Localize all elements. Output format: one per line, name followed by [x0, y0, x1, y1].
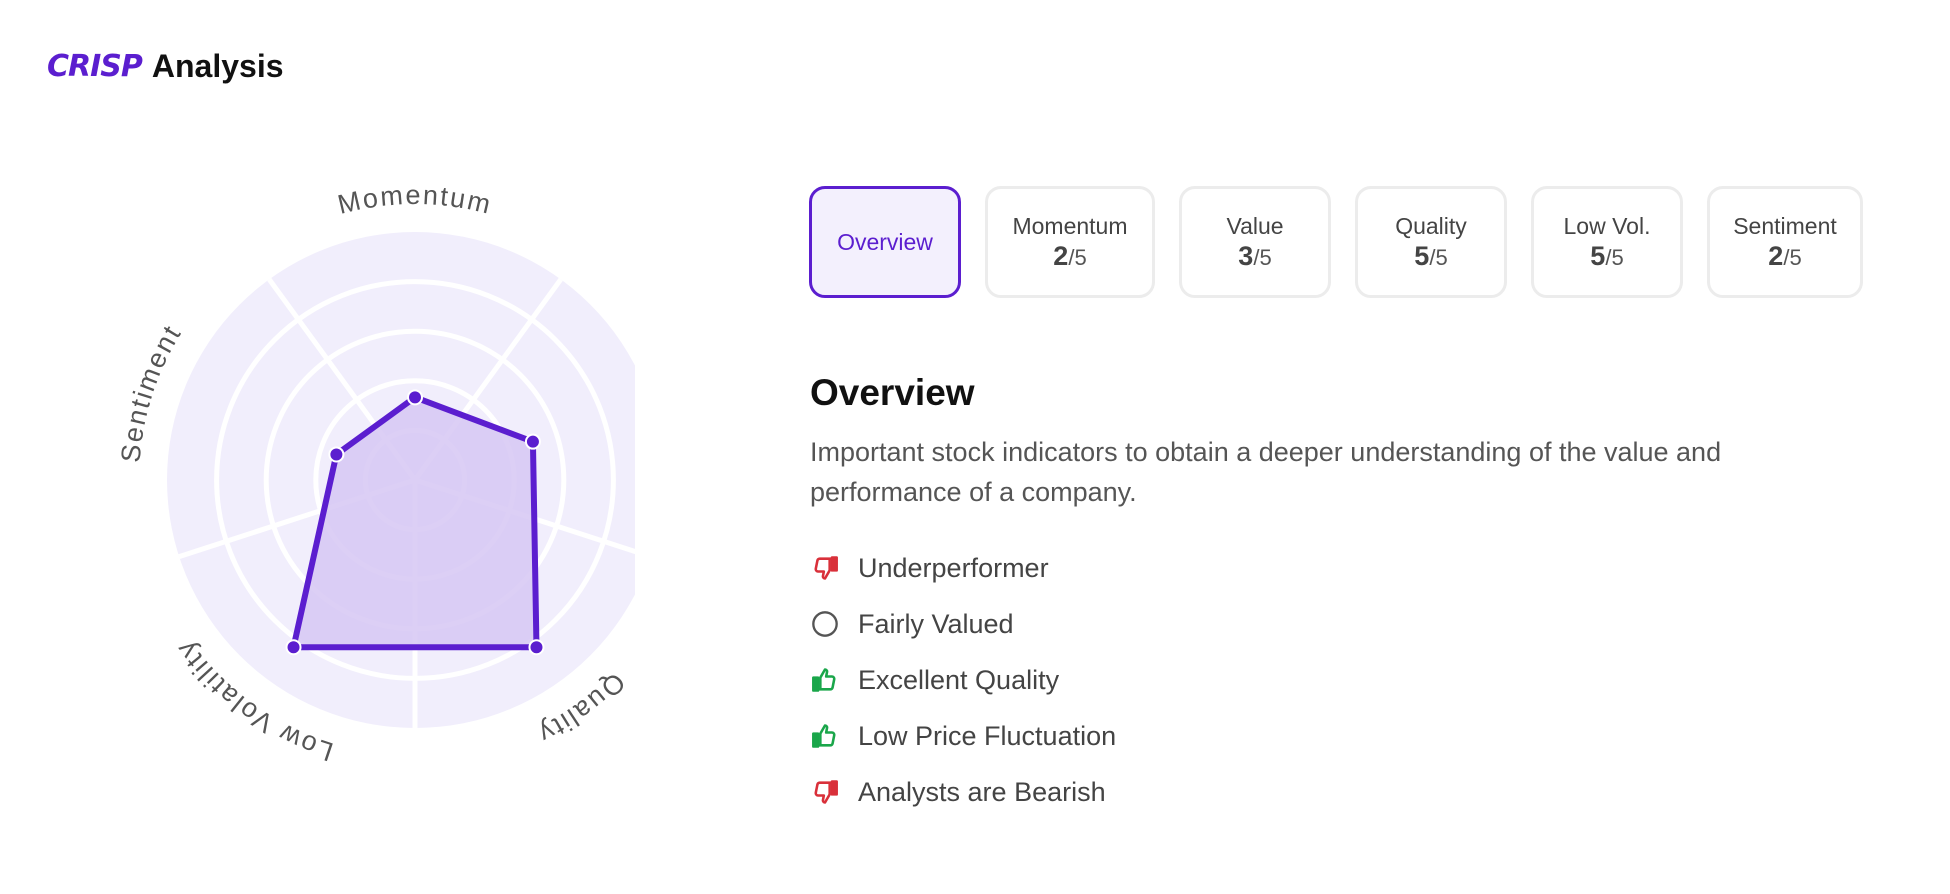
indicator-list: Underperformer Fairly Valued Excellent Qua…	[810, 540, 1860, 820]
tab-label: Momentum	[1012, 213, 1128, 239]
section-title: Overview	[810, 372, 975, 413]
radar-axis-label: Momentum	[335, 180, 495, 220]
radar-point-low-volatility	[285, 639, 302, 656]
radar-point-momentum	[407, 389, 423, 406]
indicator-label: Low Price Fluctuation	[858, 720, 1117, 751]
indicator-item: Analysts are Bearish	[810, 764, 1860, 820]
tab-label: Low Vol.	[1563, 213, 1651, 239]
section-description: Important stock indicators to obtain a d…	[810, 437, 1722, 507]
header: CRISP Analysis	[47, 48, 284, 85]
radar-point-sentiment	[328, 446, 345, 463]
indicator-label: Fairly Valued	[858, 608, 1014, 639]
indicator-item: Underperformer	[810, 540, 1860, 596]
thumbs-up-icon	[810, 721, 840, 751]
radar-point-quality	[528, 639, 545, 656]
indicator-item: Excellent Quality	[810, 652, 1860, 708]
tab-bar: Overview Momentum 2/5 Value 3/5 Quality …	[809, 186, 1863, 298]
tab-quality[interactable]: Quality 5/5	[1355, 186, 1507, 298]
page-title: Analysis	[151, 48, 284, 84]
tab-low-vol[interactable]: Low Vol. 5/5	[1531, 186, 1683, 298]
tab-overview[interactable]: Overview	[809, 186, 961, 298]
neutral-circle-icon	[810, 609, 840, 639]
tab-label: Sentiment	[1733, 213, 1837, 239]
tab-score: 5/5	[1590, 241, 1624, 271]
tab-score: 2/5	[1053, 241, 1087, 271]
indicator-item: Fairly Valued	[810, 596, 1860, 652]
thumbs-up-icon	[810, 665, 840, 695]
indicator-label: Underperformer	[858, 552, 1049, 583]
tab-score: 5/5	[1414, 241, 1448, 271]
indicator-label: Analysts are Bearish	[858, 776, 1106, 807]
radar-score-area	[290, 394, 540, 651]
crisp-logo: CRISP	[47, 49, 143, 84]
tab-label: Value	[1226, 213, 1284, 239]
tab-momentum[interactable]: Momentum 2/5	[985, 186, 1155, 298]
tab-value[interactable]: Value 3/5	[1179, 186, 1331, 298]
tab-label: Overview	[837, 229, 933, 255]
thumbs-down-icon	[810, 553, 840, 583]
tab-score: 3/5	[1238, 241, 1272, 271]
thumbs-down-icon	[810, 777, 840, 807]
indicator-item: Low Price Fluctuation	[810, 708, 1860, 764]
radar-point-value	[524, 433, 541, 450]
tab-score: 2/5	[1768, 241, 1802, 271]
tab-sentiment[interactable]: Sentiment 2/5	[1707, 186, 1863, 298]
tab-label: Quality	[1395, 213, 1467, 239]
overview-panel: Overview Important stock indicators to o…	[810, 372, 1860, 820]
radar-chart: MomentumValueQualityLow VolatilitySentim…	[115, 180, 635, 767]
indicator-label: Excellent Quality	[858, 664, 1060, 695]
